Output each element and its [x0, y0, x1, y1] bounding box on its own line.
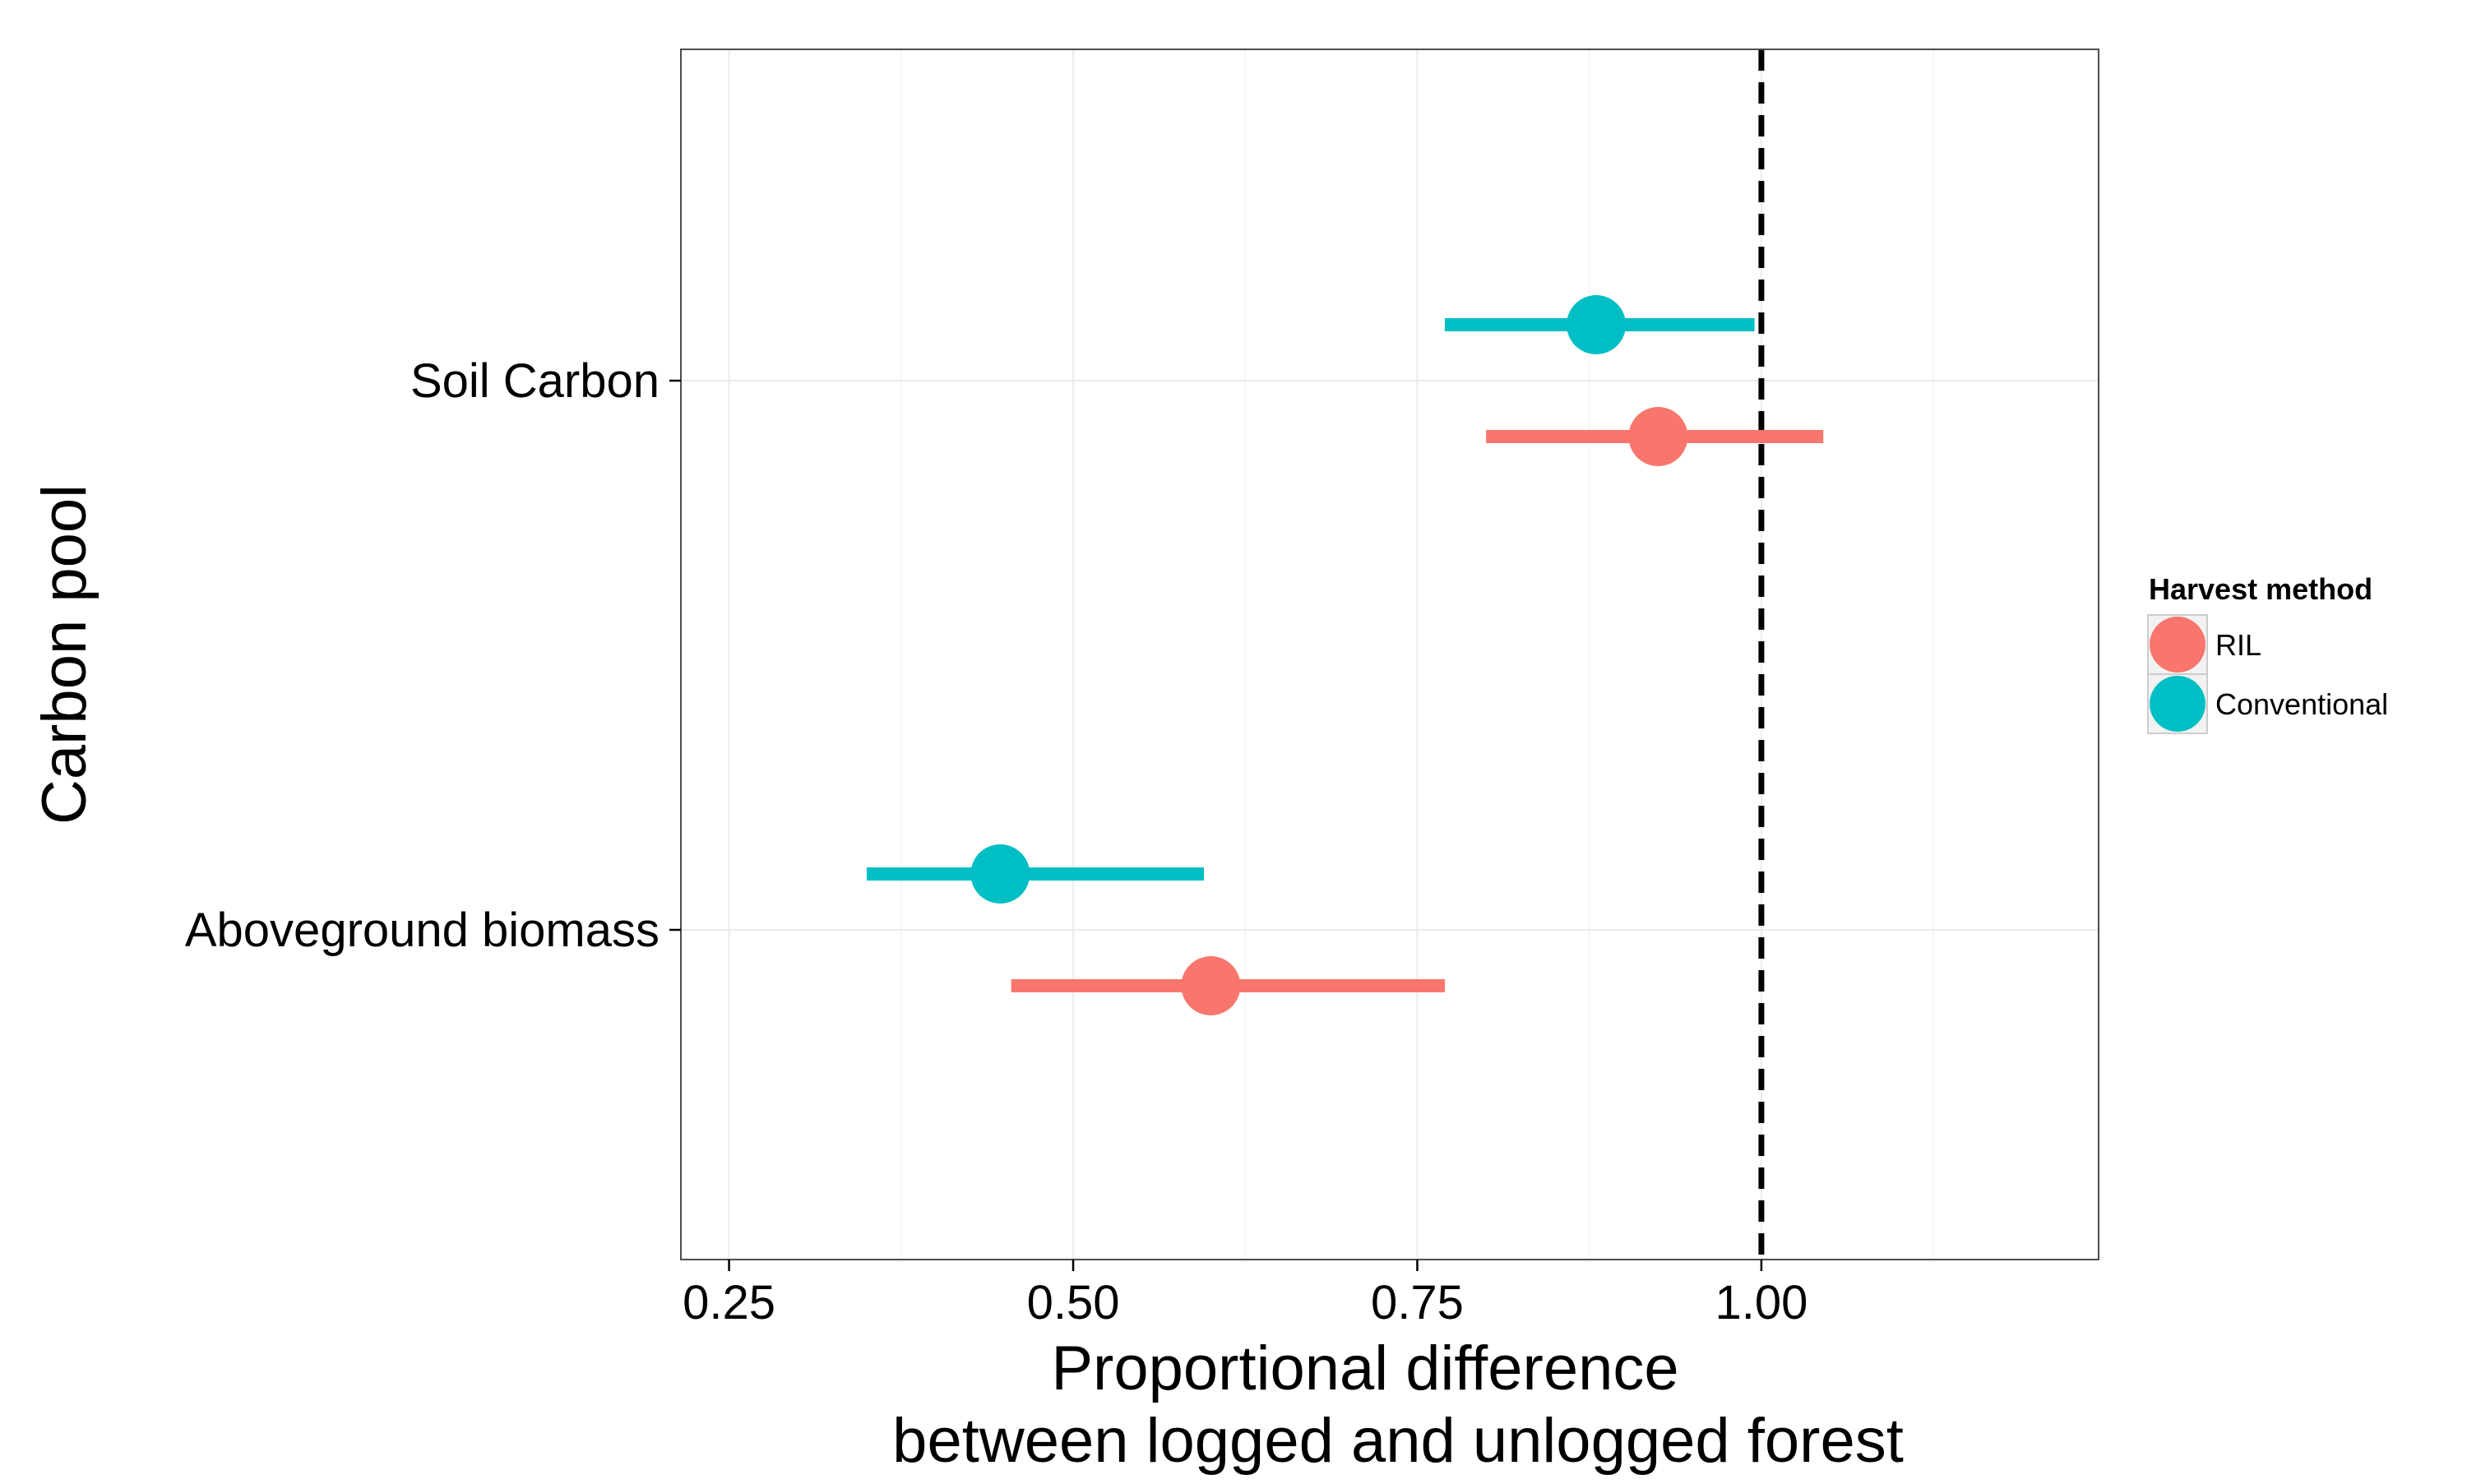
x-axis-title-line-2: between logged and unlogged forest [892, 1406, 1904, 1476]
axes: 0.25 0.50 0.75 1.00 Soil Carbon Aboveground b… [185, 354, 1808, 1329]
x-tick-label: 0.50 [1027, 1276, 1120, 1329]
y-tick-label: Aboveground biomass [185, 904, 660, 957]
legend: Harvest method RIL Conventional [2147, 572, 2388, 734]
point-estimate [1567, 295, 1627, 354]
x-tick-label: 1.00 [1715, 1276, 1807, 1329]
x-tick-label: 0.75 [1371, 1276, 1464, 1329]
y-axis-title: Carbon pool [30, 484, 100, 825]
x-axis-title-line-1: Proportional difference [1051, 1334, 1678, 1403]
grid-lines [681, 49, 2099, 1260]
legend-label: Conventional [2215, 687, 2388, 721]
y-tick-label: Soil Carbon [410, 354, 660, 408]
plot-panel-border [680, 49, 2099, 1260]
legend-items: RIL Conventional [2147, 614, 2388, 734]
legend-key-point [2150, 676, 2205, 732]
legend-title: Harvest method [2149, 572, 2372, 606]
x-tick-label: 0.25 [683, 1276, 775, 1329]
point-estimate [1181, 956, 1241, 1015]
point-estimate [970, 844, 1030, 904]
legend-key-point [2150, 617, 2205, 673]
data-marks [866, 295, 1824, 1015]
point-estimate [1628, 407, 1688, 466]
legend-label: RIL [2215, 628, 2261, 662]
